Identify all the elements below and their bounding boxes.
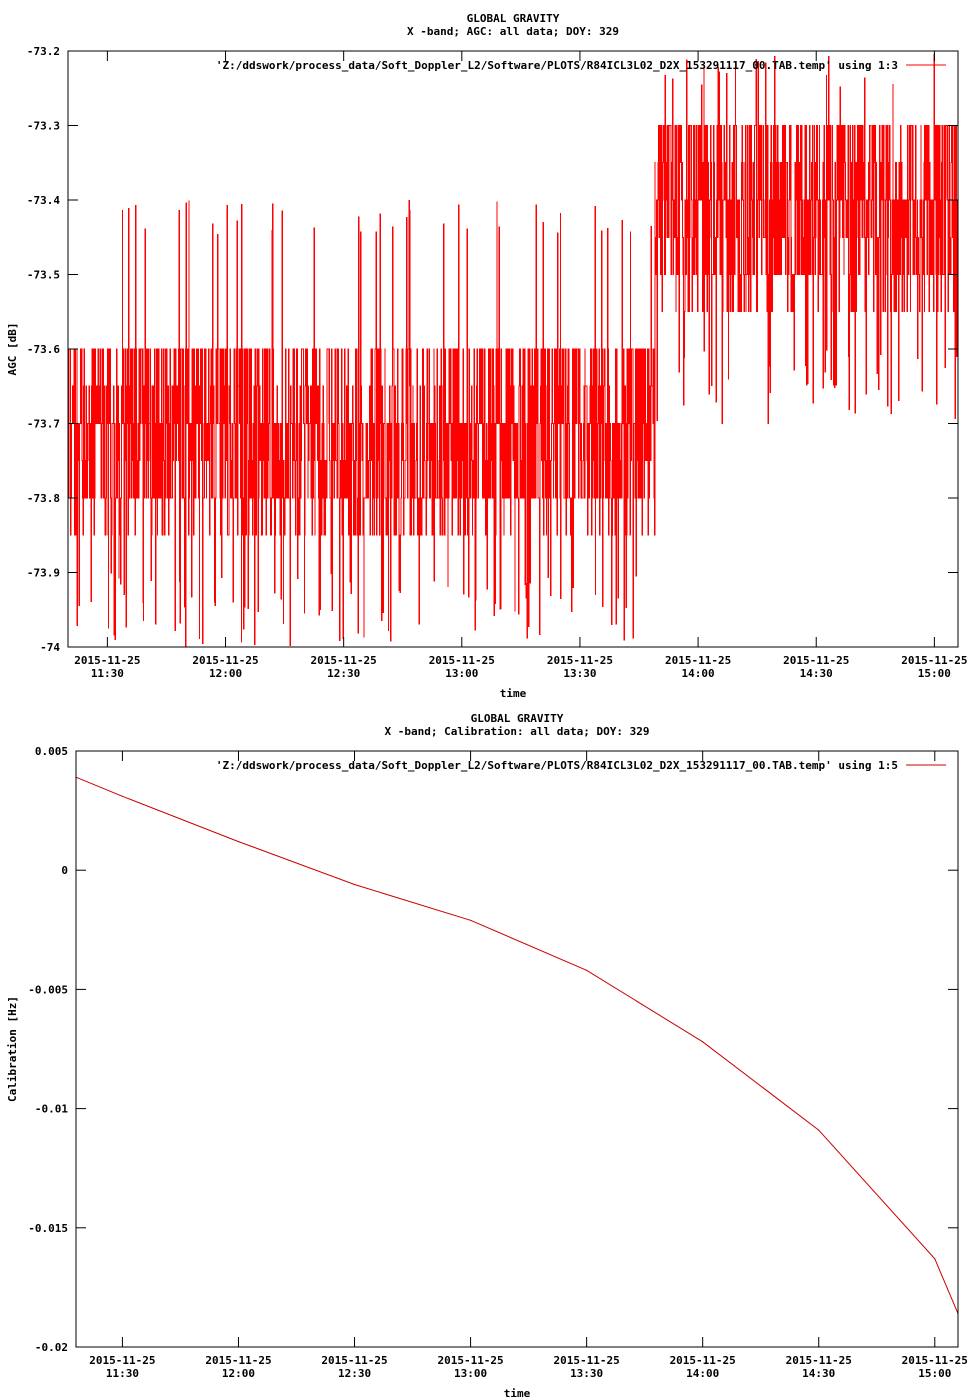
x-tick-label-time: 14:00 bbox=[686, 1367, 719, 1380]
legend: 'Z:/ddswork/process_data/Soft_Doppler_L2… bbox=[216, 59, 946, 72]
x-tick-label-time: 14:30 bbox=[800, 667, 833, 680]
y-tick-label: -73.7 bbox=[27, 418, 60, 431]
x-tick-label-time: 15:00 bbox=[918, 1367, 951, 1380]
x-tick-label-time: 12:30 bbox=[338, 1367, 371, 1380]
x-tick-label-date: 2015-11-25 bbox=[311, 654, 377, 667]
x-tick-label-time: 13:30 bbox=[570, 1367, 603, 1380]
y-tick-label: -73.5 bbox=[27, 269, 60, 282]
legend-label: 'Z:/ddswork/process_data/Soft_Doppler_L2… bbox=[216, 759, 898, 772]
y-tick-label: -73.3 bbox=[27, 120, 60, 133]
x-tick-label-time: 12:00 bbox=[222, 1367, 255, 1380]
data-point bbox=[934, 1258, 936, 1260]
data-point bbox=[470, 919, 472, 921]
x-tick-label-time: 11:30 bbox=[106, 1367, 139, 1380]
x-tick-label-date: 2015-11-25 bbox=[665, 654, 731, 667]
data-point bbox=[353, 883, 356, 886]
y-tick-label: -74 bbox=[40, 641, 60, 654]
x-tick-label-date: 2015-11-25 bbox=[901, 654, 967, 667]
x-tick-label-date: 2015-11-25 bbox=[74, 654, 140, 667]
x-tick-label-time: 15:00 bbox=[918, 667, 951, 680]
chart-subtitle: X -band; Calibration: all data; DOY: 329 bbox=[385, 725, 650, 738]
x-axis-label: time bbox=[504, 1387, 531, 1400]
x-tick-label-date: 2015-11-25 bbox=[783, 654, 849, 667]
chart-subtitle: X -band; AGC: all data; DOY: 329 bbox=[407, 25, 619, 38]
x-tick-label-time: 13:00 bbox=[445, 667, 478, 680]
series-line bbox=[67, 54, 959, 647]
x-tick-label-time: 14:00 bbox=[682, 667, 715, 680]
y-tick-label: -0.02 bbox=[35, 1341, 68, 1354]
data-point bbox=[818, 1129, 820, 1131]
x-tick-label-date: 2015-11-25 bbox=[554, 1354, 620, 1367]
x-tick-label-time: 12:00 bbox=[209, 667, 242, 680]
y-tick-label: -73.9 bbox=[27, 567, 60, 580]
chart-title: GLOBAL GRAVITY bbox=[471, 712, 564, 725]
y-axis-label: AGC [dB] bbox=[6, 323, 19, 376]
x-axis-label: time bbox=[500, 687, 527, 700]
data-point bbox=[586, 969, 588, 971]
y-tick-label: 0 bbox=[61, 864, 68, 877]
x-tick-label-date: 2015-11-25 bbox=[670, 1354, 736, 1367]
x-tick-label-time: 13:30 bbox=[563, 667, 596, 680]
x-tick-label-time: 13:00 bbox=[454, 1367, 487, 1380]
y-tick-label: -0.01 bbox=[35, 1103, 68, 1116]
x-tick-label-date: 2015-11-25 bbox=[205, 1354, 271, 1367]
x-tick-label-date: 2015-11-25 bbox=[89, 1354, 155, 1367]
y-tick-label: -73.4 bbox=[27, 194, 60, 207]
y-tick-label: 0.005 bbox=[35, 745, 68, 758]
legend-label: 'Z:/ddswork/process_data/Soft_Doppler_L2… bbox=[216, 59, 898, 72]
y-tick-label: -0.005 bbox=[28, 983, 68, 996]
data-point bbox=[121, 795, 123, 797]
series-group bbox=[67, 54, 959, 647]
x-tick-label-time: 11:30 bbox=[91, 667, 124, 680]
y-tick-label: -0.015 bbox=[28, 1222, 68, 1235]
x-tick-label-time: 12:30 bbox=[327, 667, 360, 680]
x-tick-label-date: 2015-11-25 bbox=[786, 1354, 852, 1367]
x-tick-label-date: 2015-11-25 bbox=[437, 1354, 503, 1367]
legend: 'Z:/ddswork/process_data/Soft_Doppler_L2… bbox=[216, 759, 946, 772]
y-axis-label: Calibration [Hz] bbox=[6, 996, 19, 1102]
chart-title: GLOBAL GRAVITY bbox=[467, 12, 560, 25]
data-point bbox=[702, 1041, 704, 1043]
data-point bbox=[237, 841, 240, 843]
y-tick-label: -73.6 bbox=[27, 343, 60, 356]
plot-frame bbox=[75, 750, 959, 1348]
series-group bbox=[75, 776, 959, 1315]
x-tick-label-time: 14:30 bbox=[802, 1367, 835, 1380]
x-tick-label-date: 2015-11-25 bbox=[321, 1354, 387, 1367]
y-tick-label: -73.8 bbox=[27, 492, 60, 505]
x-tick-label-date: 2015-11-25 bbox=[429, 654, 495, 667]
y-tick-label: -73.2 bbox=[27, 45, 60, 58]
x-tick-label-date: 2015-11-25 bbox=[547, 654, 613, 667]
x-tick-label-date: 2015-11-25 bbox=[902, 1354, 968, 1367]
series-line bbox=[75, 776, 959, 1314]
x-tick-label-date: 2015-11-25 bbox=[192, 654, 258, 667]
